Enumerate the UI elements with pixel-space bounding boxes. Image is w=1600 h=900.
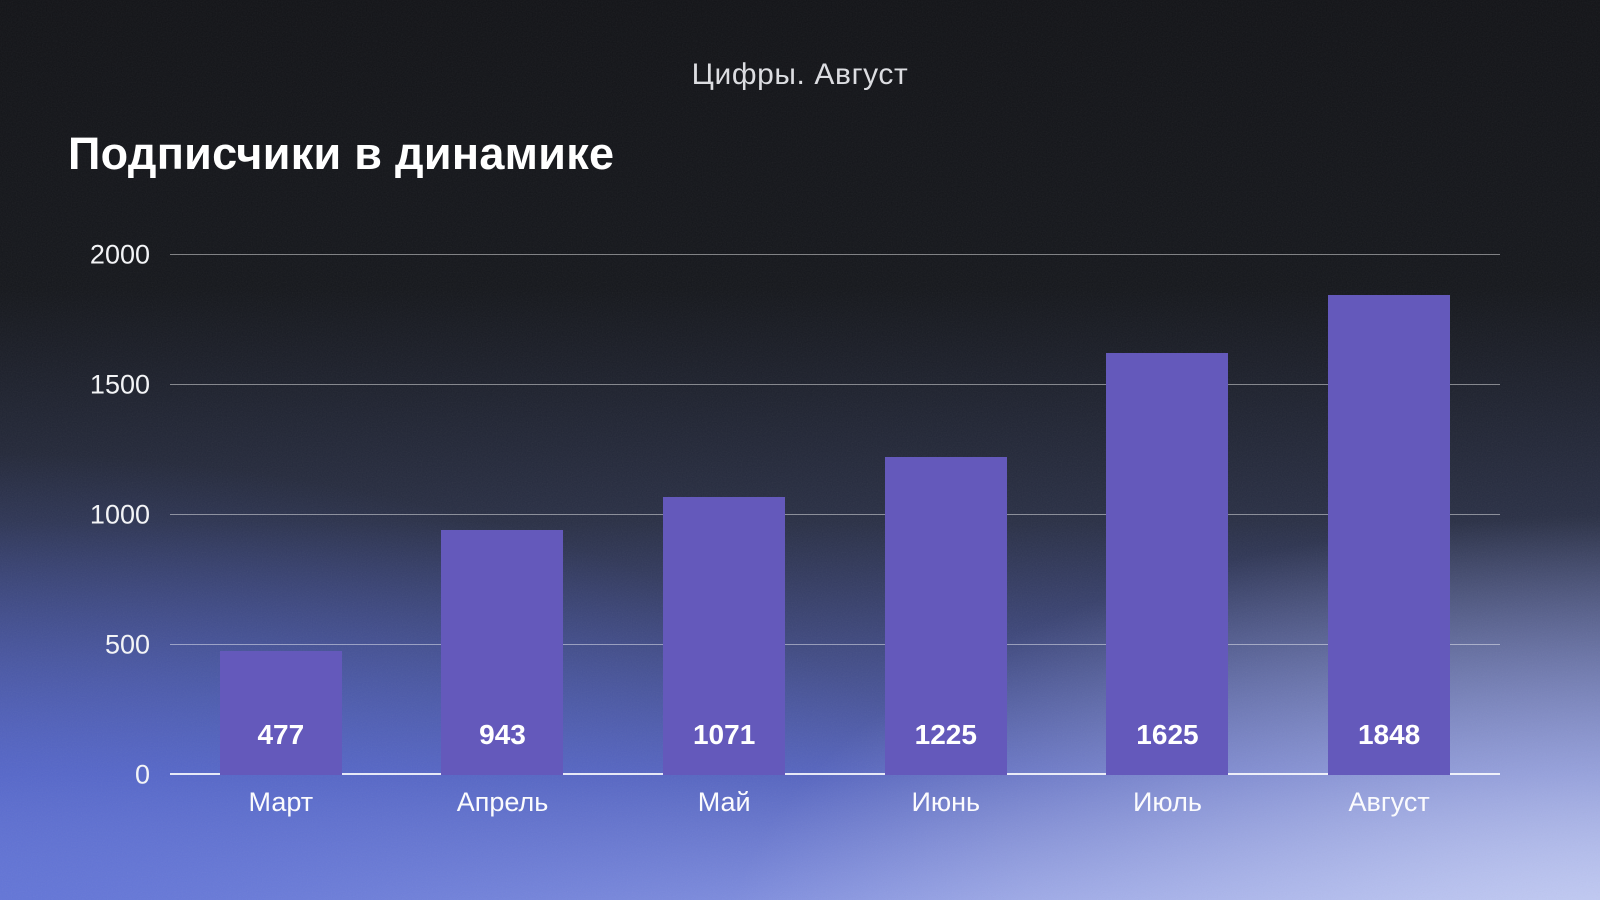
- x-axis-label: Август: [1348, 787, 1430, 817]
- bar-chart: 0 500 1000 1500 2000 477 Март 943 Апрель 1071 Май…: [90, 240, 1500, 817]
- x-axis-label: Июнь: [911, 787, 981, 817]
- bar: 943: [441, 529, 564, 775]
- gridline: [170, 384, 1500, 385]
- gridline: [170, 644, 1500, 645]
- bar: 1071: [663, 496, 786, 775]
- grid-layer: 0 500 1000 1500 2000: [90, 240, 1500, 790]
- bars-layer: 477 Март 943 Апрель 1071 Май 1225 Июнь 1625 Июль 1…: [170, 255, 1500, 817]
- x-axis-label: Июль: [1133, 787, 1202, 817]
- bar: 1848: [1328, 294, 1451, 775]
- bar-value-label: 1225: [914, 719, 977, 750]
- bar-value-label: 477: [257, 719, 305, 750]
- y-tick-label: 1500: [89, 369, 150, 400]
- bar-group: 1848 Август: [1328, 255, 1451, 817]
- bar-group: 477 Март: [219, 255, 342, 817]
- y-tick-label: 500: [104, 629, 150, 660]
- bar-group: 1625 Июль: [1106, 255, 1229, 817]
- x-axis-label: Апрель: [456, 787, 549, 817]
- bar-value-label: 943: [479, 719, 526, 750]
- x-axis-label: Март: [248, 787, 314, 817]
- bar: 1225: [884, 456, 1007, 775]
- gridline: [170, 254, 1500, 255]
- y-tick-label: 1000: [89, 499, 150, 530]
- bar-group: 1071 Май: [663, 255, 786, 817]
- y-tick-label: 2000: [89, 239, 150, 270]
- bar-value-label: 1848: [1357, 719, 1421, 750]
- slide-kicker: Цифры. Август: [691, 58, 909, 91]
- bar-value-label: 1625: [1136, 719, 1199, 750]
- bar-group: 1225 Июнь: [884, 255, 1007, 817]
- y-tick-label: 0: [134, 759, 150, 790]
- bar: 477: [219, 650, 342, 775]
- gridline: [170, 514, 1500, 515]
- x-axis-line: [170, 773, 1500, 775]
- chart-title: Подписчики в динамике: [68, 128, 615, 179]
- bar-group: 943 Апрель: [441, 255, 564, 817]
- bar-value-label: 1071: [692, 719, 756, 750]
- bar: 1625: [1106, 352, 1229, 775]
- x-axis-label: Май: [697, 787, 751, 817]
